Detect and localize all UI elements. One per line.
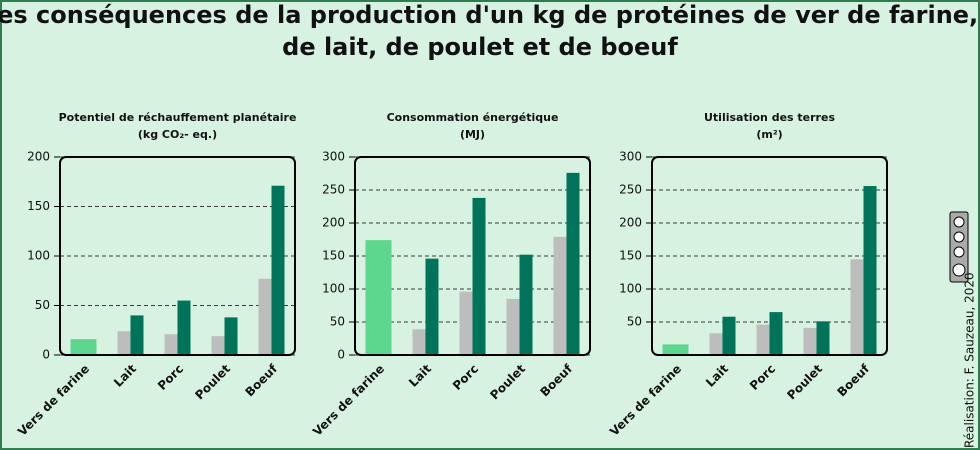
x-tick-label: Lait (703, 362, 731, 390)
bar (803, 327, 817, 355)
plot-frame (59, 156, 296, 356)
x-tick-label: Boeuf (834, 361, 872, 399)
bar (553, 236, 567, 355)
x-tick-label: Poulet (192, 362, 233, 403)
plot-area (652, 157, 887, 355)
chart-subtitle: (kg CO₂- eq.) (138, 128, 217, 141)
bar (816, 321, 830, 355)
y-tick-label: 50 (627, 315, 642, 329)
chart-subtitle: (MJ) (460, 128, 485, 141)
bar (519, 254, 533, 355)
chart-title: Utilisation des terres (704, 111, 835, 124)
bar (566, 172, 580, 355)
x-tick-label: Porc (155, 362, 186, 393)
bar (177, 300, 191, 355)
x-tick-label: Vers de farine (310, 362, 387, 439)
plot-frame (354, 156, 591, 356)
y-tick-label: 50 (330, 315, 345, 329)
bar (412, 329, 426, 355)
x-tick-label: Vers de farine (607, 362, 684, 439)
y-tick-label: 0 (42, 348, 50, 362)
y-tick-label: 100 (27, 249, 50, 263)
x-tick-label: Vers de farine (15, 362, 92, 439)
x-tick-label: Poulet (487, 362, 528, 403)
x-tick-label: Poulet (784, 362, 825, 403)
bar (271, 185, 285, 355)
bar (258, 278, 272, 355)
cc-badge (949, 211, 969, 283)
bar (756, 324, 770, 355)
bar (117, 331, 131, 355)
y-tick-label: 150 (619, 249, 642, 263)
title-line: Les conséquences de la production d'un k… (0, 1, 978, 29)
bar (506, 298, 520, 355)
y-tick-label: 50 (35, 298, 50, 312)
x-tick-label: Lait (111, 362, 139, 390)
y-tick-label: 200 (619, 216, 642, 230)
x-tick-label: Boeuf (537, 361, 575, 399)
y-tick-label: 200 (27, 150, 50, 164)
plot-frame (651, 156, 888, 356)
bar (850, 259, 864, 355)
title-line: de lait, de poulet et de boeuf (282, 33, 678, 61)
bar (472, 197, 486, 355)
bar (459, 291, 473, 355)
bar (662, 344, 689, 355)
y-tick-label: 300 (322, 150, 345, 164)
bar (70, 339, 97, 355)
y-tick-label: 250 (322, 183, 345, 197)
bar (211, 336, 225, 355)
bar (164, 334, 178, 355)
bar (863, 186, 877, 355)
x-tick-label: Boeuf (242, 361, 280, 399)
y-tick-label: 150 (322, 249, 345, 263)
x-tick-label: Porc (450, 362, 481, 393)
x-tick-label: Lait (406, 362, 434, 390)
credit: Réalisation: F. Sauzeau, 2020 (963, 272, 977, 448)
y-tick-label: 250 (619, 183, 642, 197)
y-tick-label: 100 (322, 282, 345, 296)
chart-title: Consommation énergétique (387, 111, 559, 124)
bar (722, 316, 736, 355)
bar (365, 240, 392, 355)
y-tick-label: 300 (619, 150, 642, 164)
y-tick-label: 150 (27, 199, 50, 213)
bar (224, 317, 238, 355)
bar (769, 312, 783, 355)
y-tick-label: 200 (322, 216, 345, 230)
chart-title: Potentiel de réchauffement planétaire (59, 111, 297, 124)
bar (709, 333, 723, 355)
x-tick-label: Porc (747, 362, 778, 393)
bar (130, 315, 144, 355)
chart-subtitle: (m²) (756, 128, 782, 141)
y-tick-label: 100 (619, 282, 642, 296)
bar (425, 258, 439, 355)
y-tick-label: 0 (337, 348, 345, 362)
